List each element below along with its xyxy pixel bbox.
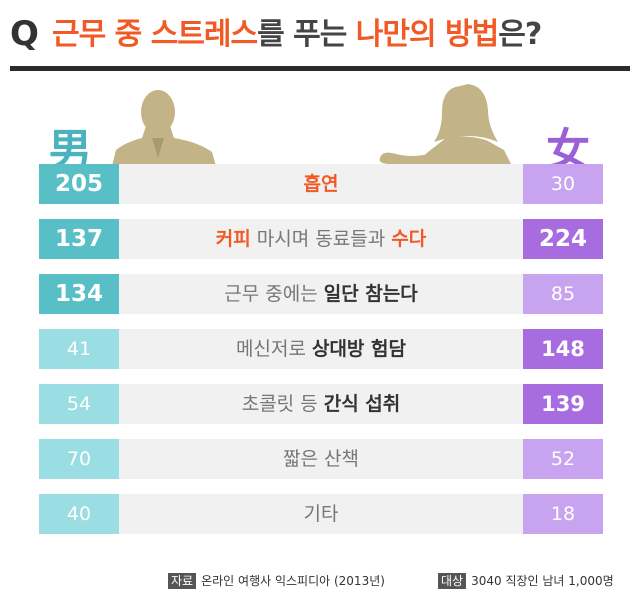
table-row: 40 기타 18 bbox=[39, 494, 603, 534]
male-value: 54 bbox=[39, 384, 119, 424]
row-label: 초콜릿 등 간식 섭취 bbox=[119, 384, 523, 424]
table-row: 70 짧은 산책 52 bbox=[39, 439, 603, 479]
page-title: 근무 중 스트레스를 푸는 나만의 방법은? bbox=[52, 14, 542, 56]
table-row: 54 초콜릿 등 간식 섭취 139 bbox=[39, 384, 603, 424]
male-value: 205 bbox=[39, 164, 119, 204]
target-tag: 대상 bbox=[438, 573, 467, 589]
table-row: 137 커피 마시며 동료들과 수다 224 bbox=[39, 219, 603, 259]
source-tag: 자료 bbox=[168, 573, 197, 589]
source-note: 자료 온라인 여행사 익스피디아 (2013년) bbox=[168, 573, 385, 589]
female-value: 52 bbox=[523, 439, 603, 479]
row-label-part: 근무 중에는 bbox=[224, 283, 324, 305]
male-value: 134 bbox=[39, 274, 119, 314]
title-rule bbox=[10, 66, 630, 71]
row-background bbox=[39, 164, 603, 204]
male-silhouette-icon bbox=[112, 90, 216, 166]
row-background bbox=[39, 219, 603, 259]
row-background bbox=[39, 384, 603, 424]
title-part-3: 나만의 방법 bbox=[355, 17, 499, 52]
row-label-part: 수다 bbox=[391, 228, 427, 250]
source-text: 온라인 여행사 익스피디아 (2013년) bbox=[201, 574, 385, 588]
female-value: 148 bbox=[523, 329, 603, 369]
row-label: 흡연 bbox=[119, 164, 523, 204]
title-part-4: 은? bbox=[498, 17, 542, 52]
female-value: 30 bbox=[523, 164, 603, 204]
row-label: 근무 중에는 일단 참는다 bbox=[119, 274, 523, 314]
male-value: 137 bbox=[39, 219, 119, 259]
male-value: 40 bbox=[39, 494, 119, 534]
male-value: 41 bbox=[39, 329, 119, 369]
table-row: 134 근무 중에는 일단 참는다 85 bbox=[39, 274, 603, 314]
row-background bbox=[39, 439, 603, 479]
row-label-part: 커피 bbox=[215, 228, 251, 250]
female-value: 139 bbox=[523, 384, 603, 424]
target-text: 3040 직장인 남녀 1,000명 bbox=[471, 574, 614, 588]
row-label-part: 초콜릿 등 bbox=[241, 393, 324, 415]
female-silhouette-icon bbox=[379, 84, 512, 166]
row-label-part: 메신저로 bbox=[236, 338, 312, 360]
row-label-part: 흡연 bbox=[303, 173, 339, 195]
female-value: 18 bbox=[523, 494, 603, 534]
row-label-part: 기타 bbox=[303, 503, 339, 525]
table-row: 205 흡연 30 bbox=[39, 164, 603, 204]
row-label-part: 짧은 산책 bbox=[283, 448, 359, 470]
q-mark: Q bbox=[10, 14, 39, 54]
row-background bbox=[39, 274, 603, 314]
row-background bbox=[39, 329, 603, 369]
row-label-part: 일단 참는다 bbox=[323, 283, 418, 305]
row-background bbox=[39, 494, 603, 534]
row-label: 기타 bbox=[119, 494, 523, 534]
row-label-part: 상대방 험담 bbox=[311, 338, 406, 360]
table-row: 41 메신저로 상대방 험담 148 bbox=[39, 329, 603, 369]
female-value: 85 bbox=[523, 274, 603, 314]
row-label: 메신저로 상대방 험담 bbox=[119, 329, 523, 369]
title-part-1: 근무 중 스트레스 bbox=[52, 17, 258, 52]
row-label-part: 마시며 동료들과 bbox=[250, 228, 392, 250]
row-label: 커피 마시며 동료들과 수다 bbox=[119, 219, 523, 259]
row-label: 짧은 산책 bbox=[119, 439, 523, 479]
female-value: 224 bbox=[523, 219, 603, 259]
title-part-2: 를 푸는 bbox=[257, 17, 356, 52]
target-note: 대상 3040 직장인 남녀 1,000명 bbox=[438, 573, 614, 589]
row-label-part: 간식 섭취 bbox=[323, 393, 401, 415]
male-value: 70 bbox=[39, 439, 119, 479]
